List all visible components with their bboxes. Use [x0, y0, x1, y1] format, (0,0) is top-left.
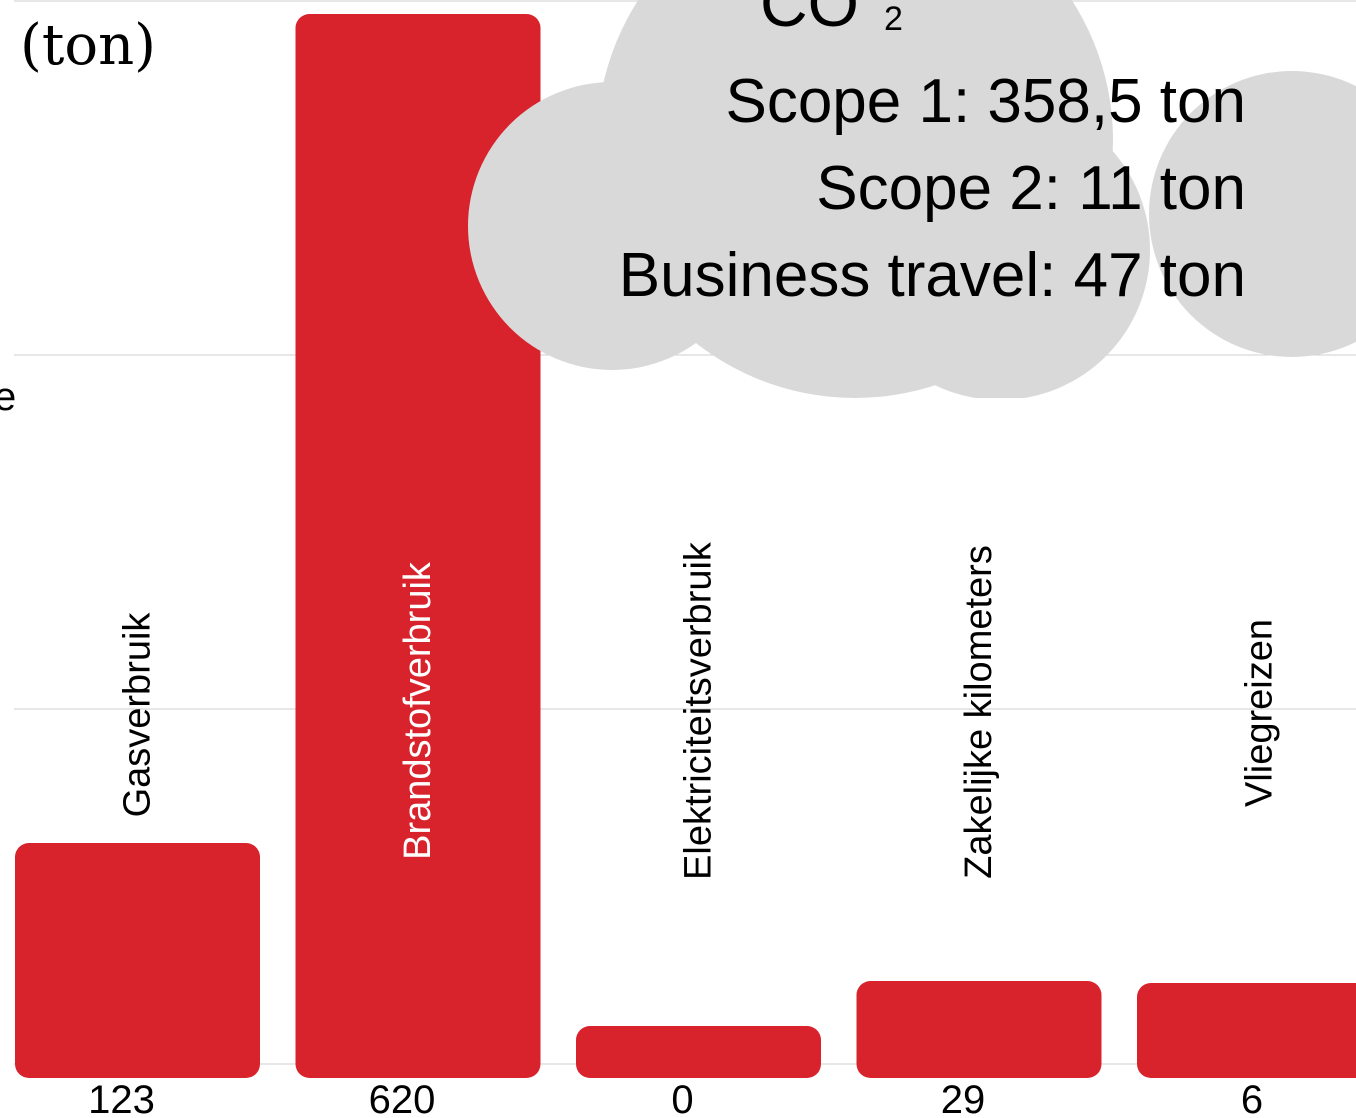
- category-label-vliegreizen: Vliegreizen: [1239, 619, 1281, 807]
- y-axis-label-fragment: e: [0, 375, 16, 419]
- co2-cloud-callout: CO 2 Scope 1: 358,5 ton Scope 2: 11 ton …: [468, 0, 1356, 458]
- scope1-line: Scope 1: 358,5 ton: [725, 67, 1246, 136]
- value-label-vliegreizen: 6: [1241, 1078, 1263, 1118]
- bar-vliegreizen: [1137, 983, 1356, 1078]
- value-label-brandstofverbruik: 620: [369, 1078, 436, 1118]
- cloud-bottom-mask: [700, 398, 1300, 458]
- value-labels-group: 123 620 0 29 6: [88, 1078, 1263, 1118]
- bars-group: Gasverbruik Brandstofverbruik Elektricitei…: [15, 14, 1356, 1078]
- category-label-elektriciteitsverbruik: Elektriciteitsverbruik: [678, 541, 720, 880]
- value-label-gasverbruik: 123: [88, 1078, 155, 1118]
- category-label-zakelijke-kilometers: Zakelijke kilometers: [958, 545, 1000, 879]
- category-label-brandstofverbruik: Brandstofverbruik: [397, 561, 439, 860]
- business-travel-line: Business travel: 47 ton: [619, 241, 1246, 310]
- bar-zakelijke-kilometers: [856, 981, 1102, 1078]
- category-label-gasverbruik: Gasverbruik: [117, 612, 159, 818]
- co2-main-text: CO: [760, 0, 859, 40]
- value-label-elektriciteitsverbruik: 0: [671, 1078, 693, 1118]
- cloud-shape: [468, 0, 1356, 400]
- co2-subscript: 2: [884, 0, 903, 38]
- cloud-puff-bottom: [850, 100, 1150, 400]
- cloud-puff-left: [468, 82, 756, 370]
- value-label-zakelijke-kilometers: 29: [941, 1078, 986, 1118]
- bar-elektriciteitsverbruik: [576, 1026, 821, 1078]
- bar-gasverbruik: [15, 843, 260, 1078]
- y-axis-unit: (ton): [20, 13, 156, 78]
- co2-label: CO: [760, 0, 859, 40]
- cloud-puff-right: [1149, 71, 1356, 357]
- scope2-line: Scope 2: 11 ton: [816, 154, 1246, 223]
